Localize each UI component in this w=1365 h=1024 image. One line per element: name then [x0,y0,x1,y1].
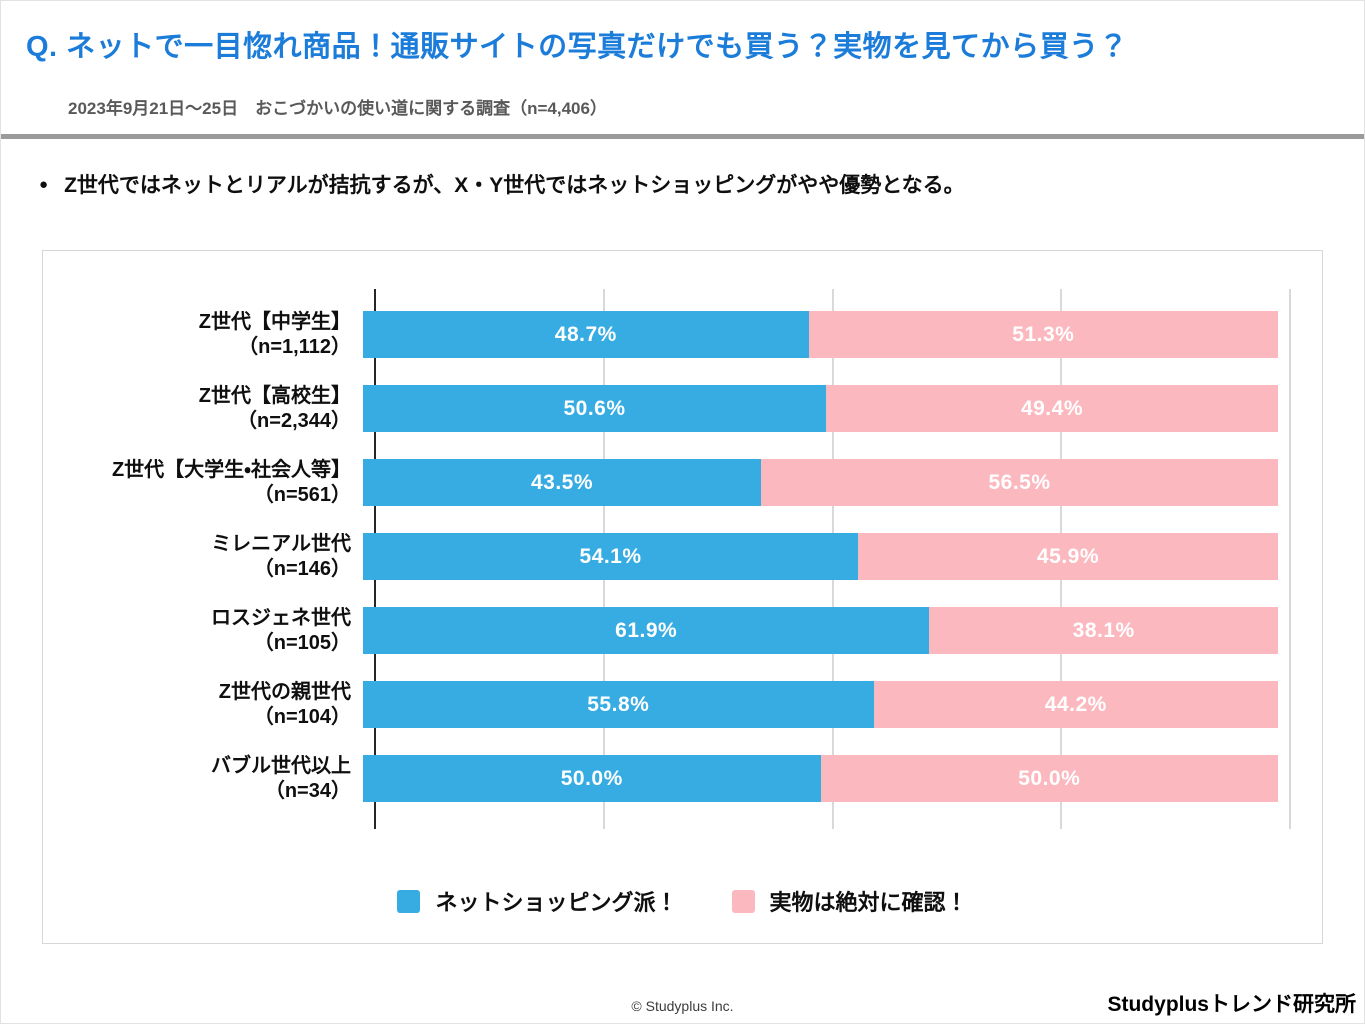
page-title: Q. ネットで一目惚れ商品！通販サイトの写真だけでも買う？実物を見てから買う？ [26,31,1129,63]
category-sample: （n=2,344） [237,409,351,432]
category-label: Z世代【高校生】 （n=2,344） [43,384,363,433]
category-name: バブル世代以上 [211,755,351,778]
category-name: Z世代【高校生】 [198,385,351,408]
bar-segment: 43.5% [363,459,762,506]
summary-text: Z世代ではネットとリアルが拮抗するが、X・Y世代ではネットショッピングがやや優勢… [64,174,965,197]
bar-segment: 50.0% [363,755,821,802]
summary-line: ● Z世代ではネットとリアルが拮抗するが、X・Y世代ではネットショッピングがやや… [39,169,965,199]
bar-value: 51.3% [1012,322,1075,346]
bar-segment: 45.9% [858,533,1278,580]
bar-value: 54.1% [579,544,642,568]
category-label: Z世代【中学生】 （n=1,112） [43,310,363,359]
category-label: Z世代【大学生・社会人等】 （n=561） [43,458,363,507]
legend-swatch-net [397,889,421,913]
bar-segment: 50.0% [820,755,1278,802]
bar-value: 49.4% [1020,396,1083,420]
bar-segment: 54.1% [363,533,858,580]
category-label: ミレニアル世代 （n=146） [43,532,363,581]
bar-track: 50.6% 49.4% [363,385,1278,432]
chart-row: Z世代【高校生】 （n=2,344） 50.6% 49.4% [43,385,1322,432]
chart-row: Z世代【大学生・社会人等】 （n=561） 43.5% 56.5% [43,459,1322,506]
bar-track: 55.8% 44.2% [363,681,1278,728]
bar-value: 50.6% [563,396,626,420]
category-label: Z世代の親世代 （n=104） [43,680,363,729]
bar-segment: 48.7% [363,311,809,358]
bar-segment: 44.2% [873,681,1278,728]
chart-rows: Z世代【中学生】 （n=1,112） 48.7% 51.3% Z世代【高校生】 … [43,311,1322,829]
bar-track: 61.9% 38.1% [363,607,1278,654]
legend-swatch-real [731,889,755,913]
category-name: ロスジェネ世代 [211,607,351,630]
chart-row: Z世代【中学生】 （n=1,112） 48.7% 51.3% [43,311,1322,358]
copyright-text: © Studyplus Inc. [631,998,734,1014]
bar-value: 50.0% [560,766,623,790]
bar-value: 48.7% [554,322,617,346]
bar-track: 43.5% 56.5% [363,459,1278,506]
legend-item-net: ネットショッピング派！ [397,885,678,917]
chart-row: Z世代の親世代 （n=104） 55.8% 44.2% [43,681,1322,728]
category-sample: （n=561） [253,483,351,506]
category-name: Z世代【大学生・社会人等】 [111,459,351,482]
category-name: Z世代【中学生】 [198,311,351,334]
category-label: バブル世代以上 （n=34） [43,754,363,803]
chart-row: ロスジェネ世代 （n=105） 61.9% 38.1% [43,607,1322,654]
category-name: Z世代の親世代 [218,681,351,704]
bar-value: 55.8% [587,692,650,716]
bar-value: 50.0% [1018,766,1081,790]
brand-logo-text: Studyplusトレンド研究所 [1107,993,1356,1016]
chart-row: ミレニアル世代 （n=146） 54.1% 45.9% [43,533,1322,580]
bar-segment: 50.6% [363,385,826,432]
bar-value: 38.1% [1072,618,1135,642]
bar-value: 44.2% [1044,692,1107,716]
bar-value: 56.5% [988,470,1051,494]
bar-segment: 49.4% [825,385,1278,432]
bar-segment: 61.9% [363,607,930,654]
category-sample: （n=34） [264,779,351,802]
category-label: ロスジェネ世代 （n=105） [43,606,363,655]
bar-track: 50.0% 50.0% [363,755,1278,802]
bar-segment: 55.8% [363,681,874,728]
legend-label-net: ネットショッピング派！ [435,890,678,915]
category-sample: （n=104） [253,705,351,728]
bar-track: 48.7% 51.3% [363,311,1278,358]
bar-segment: 56.5% [761,459,1278,506]
chart-row: バブル世代以上 （n=34） 50.0% 50.0% [43,755,1322,802]
category-name: ミレニアル世代 [211,533,351,556]
x-gridline [1289,289,1291,829]
bar-track: 54.1% 45.9% [363,533,1278,580]
category-sample: （n=1,112） [238,335,351,358]
bar-segment: 51.3% [808,311,1278,358]
header-divider [1,134,1364,139]
bar-value: 61.9% [615,618,678,642]
bullet-icon: ● [39,175,49,193]
category-sample: （n=146） [253,557,351,580]
chart-legend: ネットショッピング派！ 実物は絶対に確認！ [43,885,1322,917]
bar-value: 43.5% [530,470,594,494]
bar-segment: 38.1% [929,607,1278,654]
bar-value: 45.9% [1036,544,1100,568]
legend-item-real: 実物は絶対に確認！ [731,885,968,917]
chart-panel: Z世代【中学生】 （n=1,112） 48.7% 51.3% Z世代【高校生】 … [42,250,1323,944]
category-sample: （n=105） [253,631,351,654]
legend-label-real: 実物は絶対に確認！ [769,890,968,915]
survey-meta: 2023年9月21日～25日 おこづかいの使い道に関する調査（n=4,406） [68,99,607,118]
